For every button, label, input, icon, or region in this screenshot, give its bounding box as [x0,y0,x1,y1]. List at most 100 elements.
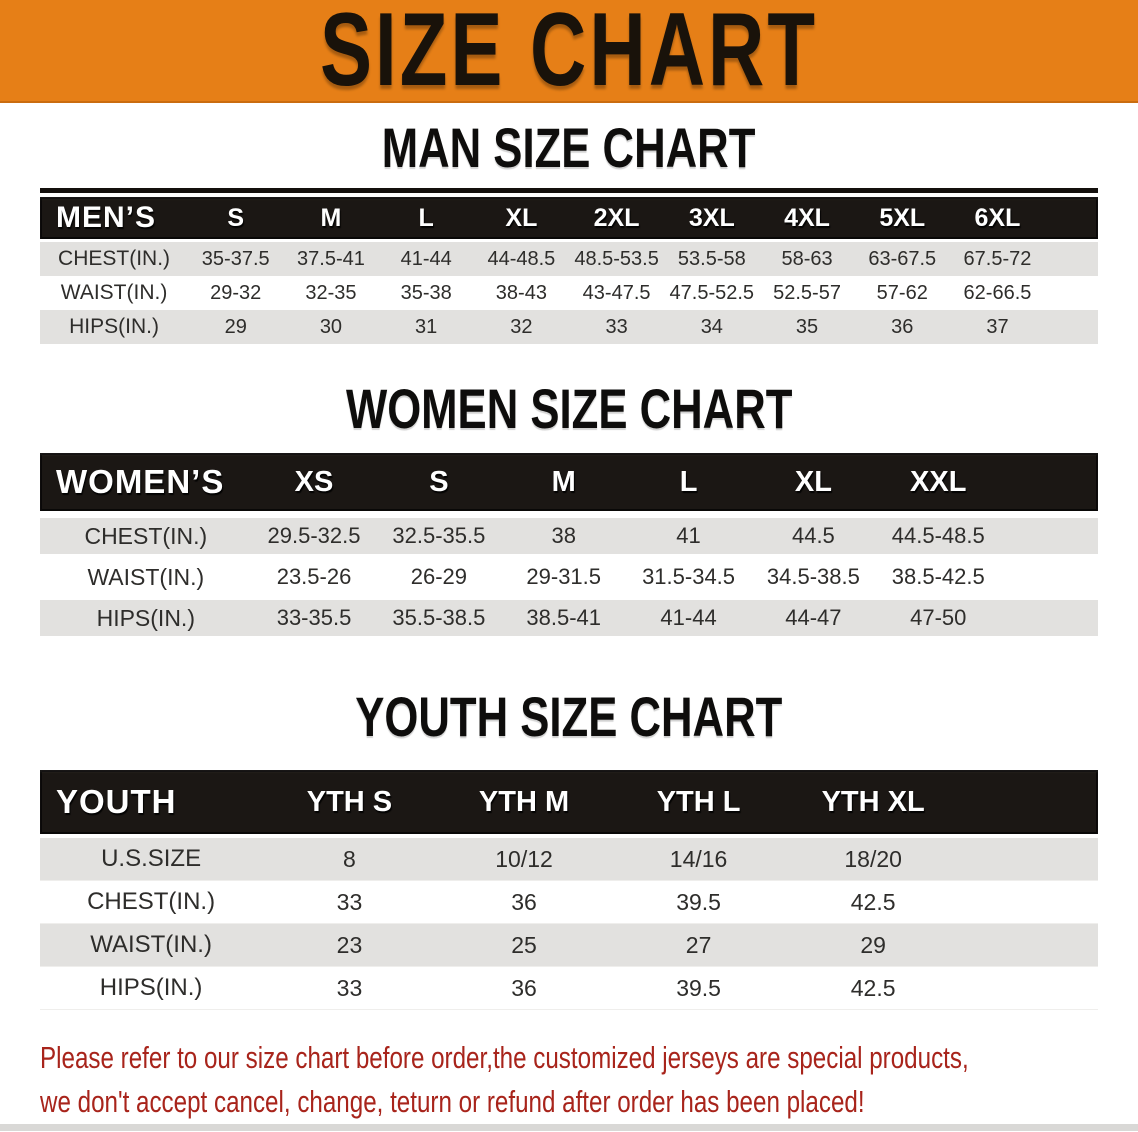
value-cell: 36 [891,315,914,338]
size-column-header: YTH XL [821,785,925,818]
value-cell: 35 [795,315,819,338]
size-column-header: YTH L [656,785,741,818]
value-cell: 44-48.5 [487,247,556,270]
value-cell: 35-37.5 [201,247,270,270]
row-label: HIPS(IN.) [69,315,159,338]
women-heading-text: WOMEN SIZE CHART [345,377,793,440]
size-column-header: 4XL [784,203,830,232]
value-cell: 57-62 [876,281,928,304]
value-cell: 33 [336,974,363,1001]
row-label: CHEST(IN.) [84,522,208,549]
value-cell: 44-47 [785,605,842,630]
note-line-1: Please refer to our size chart before or… [40,1040,969,1075]
man-heading-text: MAN SIZE CHART [382,116,756,179]
value-cell: 48.5-53.5 [574,247,659,270]
value-cell: 18/20 [844,845,902,872]
womens-table: WOMEN’S XS S M L XL XXL CHEST(IN.) 29.5-… [40,453,1098,636]
youth-table-rows: U.S.SIZE 8 10/12 14/16 18/20 CHEST(IN.) … [40,838,1098,1010]
youth-table-header: YOUTH YTH S YTH M YTH L YTH XL [40,770,1098,834]
youth-header-label: YOUTH [56,783,177,820]
value-cell: 41-44 [400,247,452,270]
value-cell: 26-29 [410,564,467,589]
womens-table-header: WOMEN’S XS S M L XL XXL [40,453,1098,511]
womens-table-rows: CHEST(IN.) 29.5-32.5 32.5-35.5 38 41 44.… [40,518,1098,636]
row-label: WAIST(IN.) [90,931,212,958]
value-cell: 38 [551,523,576,548]
value-cell: 44.5 [791,523,835,548]
row-label: U.S.SIZE [101,845,202,872]
value-cell: 29 [224,315,247,338]
value-cell: 42.5 [850,974,896,1001]
youth-row-ussize: U.S.SIZE 8 10/12 14/16 18/20 [40,838,1098,881]
value-cell: 29.5-32.5 [267,523,361,548]
value-cell: 29-32 [210,281,262,304]
size-column-header: YTH S [306,785,393,818]
value-cell: 32-35 [305,281,357,304]
size-column-header: XL [505,203,538,232]
row-label: CHEST(IN.) [87,888,216,915]
womens-row-hips: HIPS(IN.) 33-35.5 35.5-38.5 38.5-41 41-4… [40,600,1098,636]
value-cell: 39.5 [676,888,721,915]
value-cell: 32.5-35.5 [392,523,486,548]
women-section-heading: WOMEN SIZE CHART [0,380,1138,438]
value-cell: 38-43 [495,281,547,304]
value-cell: 38.5-41 [526,605,602,630]
value-cell: 33 [336,888,363,915]
value-cell: 43-47.5 [582,281,651,304]
value-cell: 36 [511,888,537,915]
youth-row-chest: CHEST(IN.) 33 36 39.5 42.5 [40,881,1098,924]
note-line-2: we don't accept cancel, change, teturn o… [40,1084,865,1119]
value-cell: 31 [415,315,438,338]
value-cell: 42.5 [850,888,896,915]
value-cell: 37 [986,315,1009,338]
value-cell: 41-44 [660,605,717,630]
row-label: CHEST(IN.) [58,247,171,270]
value-cell: 39.5 [676,974,721,1001]
value-cell: 63-67.5 [868,247,937,270]
size-column-header: 5XL [879,203,926,232]
youth-section-heading: YOUTH SIZE CHART [0,688,1138,746]
size-column-header: XL [794,465,832,498]
value-cell: 23.5-26 [276,564,352,589]
row-label: HIPS(IN.) [99,974,203,1001]
value-cell: 35.5-38.5 [392,605,486,630]
size-column-header: 2XL [593,203,640,232]
size-column-header: S [429,465,449,498]
size-column-header: 6XL [974,203,1021,232]
mens-table: MEN’S S M L XL 2XL 3XL 4XL 5XL 6XL CHEST… [40,197,1098,344]
size-column-header: M [551,465,576,498]
value-cell: 67.5-72 [963,247,1032,270]
mens-table-topline [40,188,1098,193]
value-cell: 35-38 [400,281,452,304]
value-cell: 38.5-42.5 [891,564,985,589]
size-column-header: L [679,465,698,498]
value-cell: 8 [343,845,356,872]
value-cell: 62-66.5 [963,281,1032,304]
value-cell: 14/16 [669,845,728,872]
mens-table-rows: CHEST(IN.) 35-37.5 37.5-41 41-44 44-48.5… [40,242,1098,344]
size-column-header: S [227,203,245,232]
value-cell: 37.5-41 [297,247,365,270]
youth-row-hips: HIPS(IN.) 33 36 39.5 42.5 [40,967,1098,1010]
youth-table: YOUTH YTH S YTH M YTH L YTH XL U.S.SIZE … [40,770,1098,1010]
mens-table-header: MEN’S S M L XL 2XL 3XL 4XL 5XL 6XL [40,197,1098,239]
value-cell: 52.5-57 [773,281,841,304]
disclaimer-note: Please refer to our size chart before or… [40,1036,1138,1124]
value-cell: 27 [685,931,712,958]
value-cell: 47.5-52.5 [669,281,755,304]
size-column-header: XS [294,465,334,498]
mens-row-hips: HIPS(IN.) 29 30 31 32 33 34 35 36 37 [40,310,1098,344]
womens-row-chest: CHEST(IN.) 29.5-32.5 32.5-35.5 38 41 44.… [40,518,1098,554]
row-label: WAIST(IN.) [60,281,168,304]
row-label: HIPS(IN.) [96,604,195,631]
man-section-heading: MAN SIZE CHART [0,119,1138,177]
womens-header-label: WOMEN’S [56,463,225,500]
value-cell: 31.5-34.5 [642,564,736,589]
value-cell: 44.5-48.5 [891,523,985,548]
value-cell: 23 [336,931,363,958]
value-cell: 34.5-38.5 [766,564,860,589]
value-cell: 58-63 [781,247,833,270]
mens-header-label: MEN’S [56,201,157,234]
value-cell: 41 [676,523,701,548]
value-cell: 36 [511,974,537,1001]
